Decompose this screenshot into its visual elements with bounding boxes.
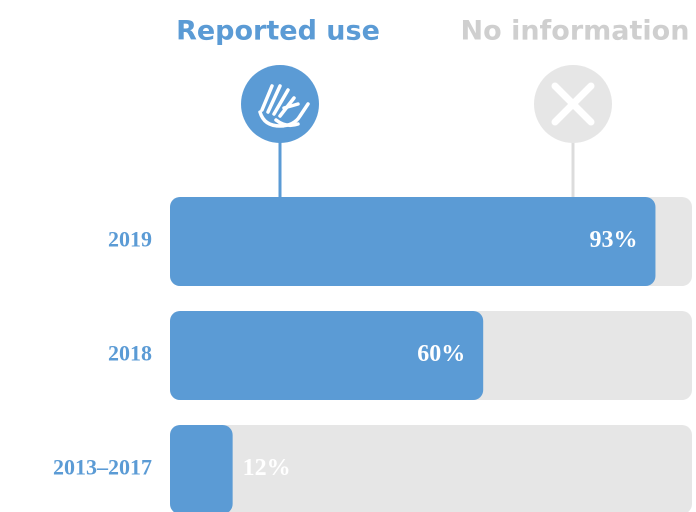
category-label: 2018 [108, 341, 152, 366]
category-label: 2013–2017 [53, 455, 152, 480]
value-label: 60% [417, 341, 465, 367]
bar [170, 311, 484, 400]
no-info-icon [534, 65, 612, 143]
bar-track [170, 425, 692, 512]
legend-label: No information [461, 16, 690, 47]
category-label: 2019 [108, 227, 152, 252]
bar [170, 197, 656, 286]
value-label: 12% [243, 455, 291, 481]
legend-label: Reported use [176, 16, 380, 47]
bar [170, 425, 233, 512]
value-label: 93% [589, 227, 637, 253]
reported-icon [241, 65, 319, 143]
